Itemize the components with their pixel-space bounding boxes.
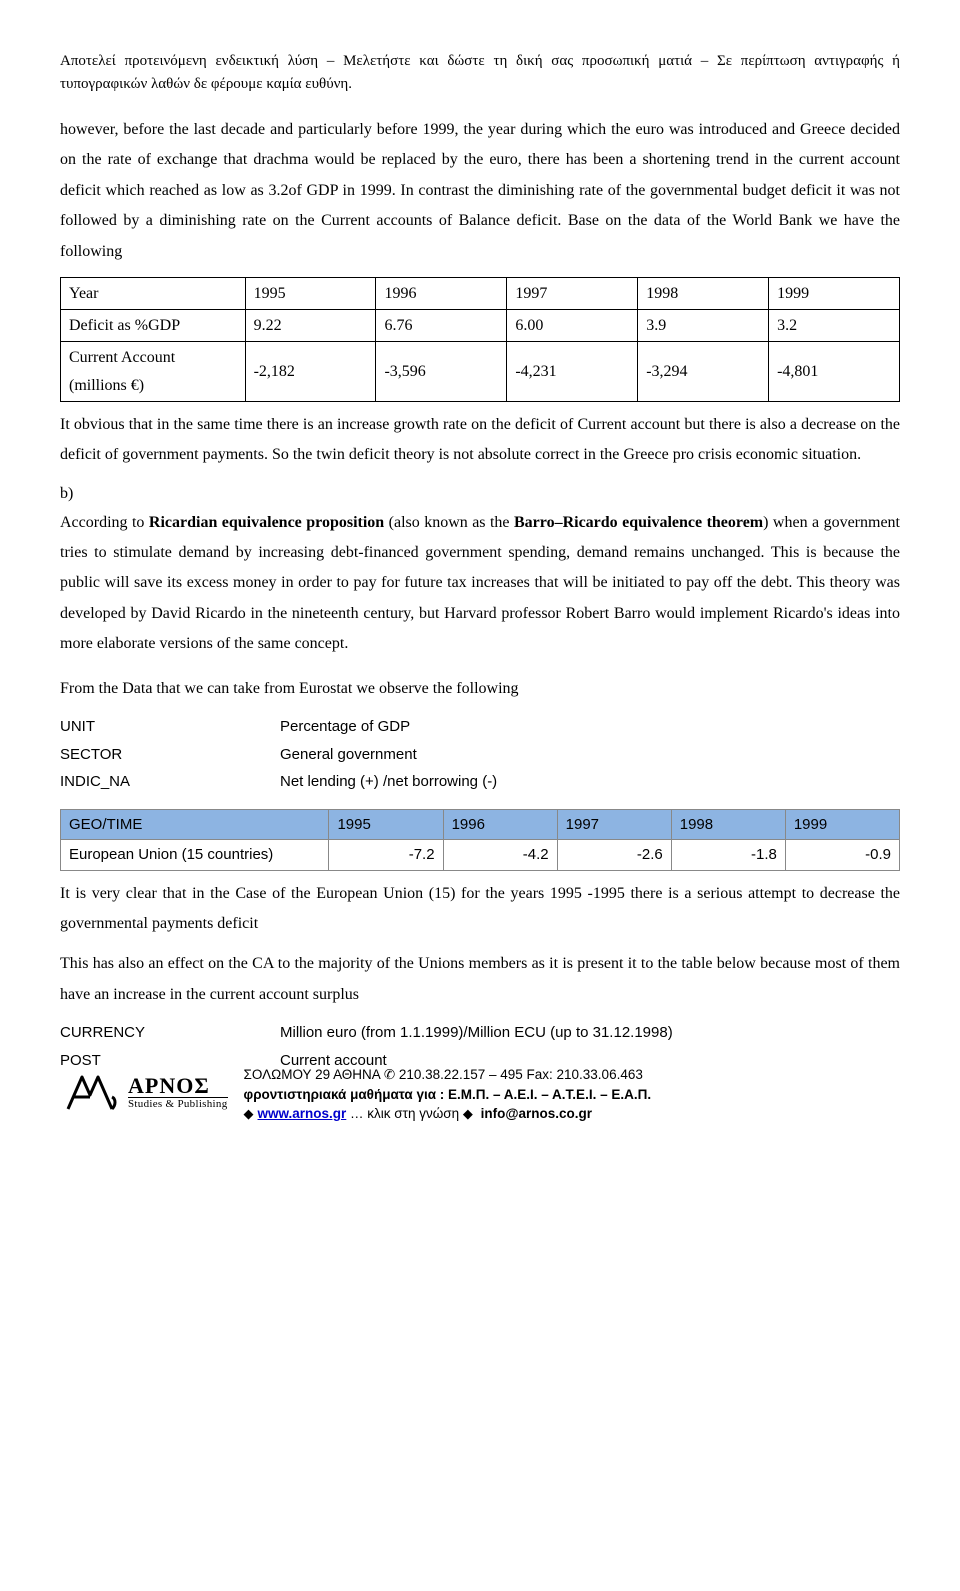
- cell: -0.9: [785, 840, 899, 871]
- meta-key: SECTOR: [60, 742, 280, 768]
- footer-text: … κλικ στη γνώση: [346, 1106, 463, 1121]
- meta-value: Percentage of GDP: [280, 714, 410, 740]
- cell: 6.00: [507, 310, 638, 342]
- footer-contact: ΣΟΛΩΜΟΥ 29 ΑΘΗΝΑ ✆ 210.38.22.157 – 495 F…: [244, 1065, 652, 1124]
- paragraph-3: According to Ricardian equivalence propo…: [60, 508, 900, 660]
- cell: 3.2: [769, 310, 900, 342]
- header-cell: 1995: [329, 809, 443, 840]
- currency-meta: CURRENCY Million euro (from 1.1.1999)/Mi…: [60, 1020, 900, 1046]
- cell: -3,294: [638, 342, 769, 401]
- page-footer: ΑΡΝΟΣ Studies & Publishing ΣΟΛΩΜΟΥ 29 ΑΘ…: [60, 1065, 900, 1124]
- header-cell: GEO/TIME: [61, 809, 329, 840]
- logo-subtitle: Studies & Publishing: [128, 1097, 228, 1111]
- deficit-table: Year 1995 1996 1997 1998 1999 Deficit as…: [60, 277, 900, 402]
- paragraph-2: It obvious that in the same time there i…: [60, 410, 900, 471]
- cell: European Union (15 countries): [61, 840, 329, 871]
- paragraph-4: From the Data that we can take from Euro…: [60, 674, 900, 704]
- header-disclaimer: Αποτελεί προτεινόμενη ενδεικτική λύση – …: [60, 50, 900, 95]
- eu-table: GEO/TIME 1995 1996 1997 1998 1999 Europe…: [60, 809, 900, 871]
- meta-value: Million euro (from 1.1.1999)/Million ECU…: [280, 1020, 900, 1046]
- arnos-logo-icon: [60, 1069, 120, 1115]
- eurostat-meta: UNITPercentage of GDP SECTORGeneral gove…: [60, 714, 900, 795]
- footer-email: info@arnos.co.gr: [481, 1106, 592, 1121]
- cell: -4.2: [443, 840, 557, 871]
- cell: 1996: [376, 277, 507, 309]
- text: According to: [60, 514, 149, 531]
- table-row: Current Account (millions €) -2,182 -3,5…: [61, 342, 900, 401]
- cell: -3,596: [376, 342, 507, 401]
- cell: -7.2: [329, 840, 443, 871]
- table-row: Year 1995 1996 1997 1998 1999: [61, 277, 900, 309]
- header-cell: 1996: [443, 809, 557, 840]
- cell: 9.22: [245, 310, 376, 342]
- term-barro-ricardo: Barro–Ricardo equivalence theorem: [514, 514, 763, 531]
- cell: -2.6: [557, 840, 671, 871]
- bullet-icon: ◆: [244, 1106, 254, 1121]
- cell: -1.8: [671, 840, 785, 871]
- section-b-label: b): [60, 480, 900, 507]
- term-ricardian: Ricardian equivalence proposition: [149, 514, 384, 531]
- meta-key: INDIC_NA: [60, 769, 280, 795]
- logo: ΑΡΝΟΣ Studies & Publishing: [60, 1065, 228, 1115]
- header-cell: 1999: [785, 809, 899, 840]
- cell: -4,231: [507, 342, 638, 401]
- cell: 1997: [507, 277, 638, 309]
- footer-courses: φροντιστηριακά μαθήματα για : Ε.Μ.Π. – Α…: [244, 1085, 652, 1105]
- table-row: European Union (15 countries) -7.2 -4.2 …: [61, 840, 900, 871]
- cell: 1998: [638, 277, 769, 309]
- paragraph-1: however, before the last decade and part…: [60, 115, 900, 267]
- meta-value: Net lending (+) /net borrowing (-): [280, 769, 497, 795]
- meta-value: General government: [280, 742, 417, 768]
- paragraph-6: This has also an effect on the CA to the…: [60, 949, 900, 1010]
- table-header-row: GEO/TIME 1995 1996 1997 1998 1999: [61, 809, 900, 840]
- bullet-icon: ◆: [463, 1106, 473, 1121]
- text: (also known as the: [384, 514, 514, 531]
- phone-icon: ✆: [384, 1067, 395, 1082]
- cell: -2,182: [245, 342, 376, 401]
- cell: 3.9: [638, 310, 769, 342]
- cell: 1999: [769, 277, 900, 309]
- cell: -4,801: [769, 342, 900, 401]
- cell: Deficit as %GDP: [61, 310, 246, 342]
- header-cell: 1997: [557, 809, 671, 840]
- table-row: Deficit as %GDP 9.22 6.76 6.00 3.9 3.2: [61, 310, 900, 342]
- text: ) when a government tries to stimulate d…: [60, 514, 900, 653]
- header-cell: 1998: [671, 809, 785, 840]
- meta-key: CURRENCY: [60, 1020, 280, 1046]
- cell: 1995: [245, 277, 376, 309]
- cell: Current Account (millions €): [61, 342, 246, 401]
- logo-name: ΑΡΝΟΣ: [128, 1074, 228, 1097]
- footer-address: ΣΟΛΩΜΟΥ 29 ΑΘΗΝΑ: [244, 1067, 384, 1082]
- footer-website-link[interactable]: www.arnos.gr: [258, 1106, 347, 1121]
- cell: 6.76: [376, 310, 507, 342]
- meta-key: UNIT: [60, 714, 280, 740]
- paragraph-5: It is very clear that in the Case of the…: [60, 879, 900, 940]
- footer-phones: 210.38.22.157 – 495 Fax: 210.33.06.463: [395, 1067, 643, 1082]
- cell: Year: [61, 277, 246, 309]
